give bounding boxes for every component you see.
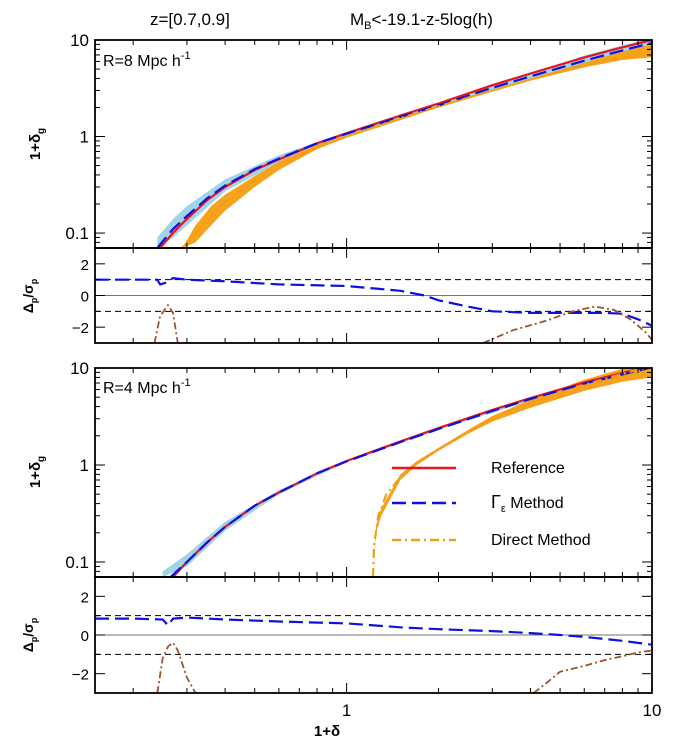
annotation-top-sup: -1 <box>181 50 191 62</box>
series-direct-line <box>181 49 652 248</box>
annotation-top: R=8 Mpc h-1 <box>103 50 191 70</box>
panel-top-residual: 2 0 −2 <box>72 247 653 344</box>
annotation-bottom-text: R=4 Mpc h <box>103 380 181 397</box>
annotation-bottom: R=4 Mpc h-1 <box>103 377 191 397</box>
series-direct-line <box>371 368 649 577</box>
legend-reference-label: Reference <box>491 460 565 477</box>
plot-area <box>95 615 652 693</box>
series-gamma-line <box>95 277 652 327</box>
x-tick-label: 10 <box>643 701 662 720</box>
res-top-delta-sub: p <box>29 297 39 303</box>
y-axis-label-bottom: 1+δg <box>27 456 47 488</box>
res-bottom-delta: Δ <box>20 642 36 652</box>
y-tick-label: 1 <box>80 456 89 475</box>
y-tick-label: −2 <box>72 667 89 684</box>
y-tick-label: 10 <box>70 359 89 378</box>
header-redshift: z=[0.7,0.9] <box>150 10 230 29</box>
y-tick-label: −2 <box>72 320 89 337</box>
y-tick-label: 10 <box>70 31 89 50</box>
annotation-top-text: R=8 Mpc h <box>103 53 181 70</box>
plot-area <box>162 368 652 577</box>
legend-gamma-symbol: Γ <box>491 492 501 512</box>
mag-sub: B <box>364 20 371 32</box>
series-reference-line <box>159 40 652 248</box>
y-axis-label-top: 1+δg <box>27 128 47 160</box>
legend: Reference Γε Method Direct Method <box>392 460 591 549</box>
band-direct-area <box>182 44 652 248</box>
panel-top: 0.1 1 10 <box>65 31 653 249</box>
res-top-delta: Δ <box>20 303 36 313</box>
mag-rest: <-19.1-z-5log(h) <box>372 10 493 29</box>
x-axis-label: 1+δ <box>314 723 340 740</box>
y-tick-label: 0.1 <box>65 553 89 572</box>
plot-area <box>156 40 652 248</box>
y-tick-label: 2 <box>81 257 89 274</box>
y-tick-label: 2 <box>81 589 89 606</box>
series-gamma-line <box>156 41 652 248</box>
y-label-bottom-main: 1+δ <box>27 462 44 488</box>
y-tick-label: 0 <box>81 628 89 645</box>
band-gamma-area <box>157 40 652 248</box>
series-direct-residual-line <box>482 305 652 343</box>
legend-direct-label: Direct Method <box>491 532 591 549</box>
plot-area <box>95 277 652 343</box>
band-direct-area <box>373 368 652 577</box>
y-tick-label: 0 <box>81 289 89 306</box>
legend-gamma-sub: ε <box>501 503 506 515</box>
legend-gamma-rest: Method <box>506 495 564 512</box>
y-label-top-sub: g <box>36 128 47 134</box>
res-top-sigma-sub: p <box>29 278 39 284</box>
y-label-top-main: 1+δ <box>27 134 44 160</box>
y-tick-label: 1 <box>80 128 89 147</box>
res-bottom-delta-sub: p <box>29 636 39 642</box>
series-direct-residual-line <box>156 641 197 693</box>
res-bottom-sigma-sub: p <box>29 617 39 623</box>
legend-gamma-label: Γε Method <box>491 492 564 515</box>
res-bottom-sigma: σ <box>20 623 36 633</box>
y-axis-label-top-residual: Δp/σp <box>20 278 39 313</box>
series-gamma-line <box>169 368 652 577</box>
series-direct-residual-line <box>533 649 652 693</box>
y-axis-label-bottom-residual: Δp/σp <box>20 617 39 652</box>
mag-prefix: M <box>350 10 364 29</box>
series-gamma-line <box>95 616 652 646</box>
header-magnitude-cut: MB<-19.1-z-5log(h) <box>350 10 493 32</box>
res-top-sigma: σ <box>20 284 36 294</box>
x-tick-label: 1 <box>342 701 351 720</box>
annotation-bottom-sup: -1 <box>181 377 191 389</box>
y-tick-label: 0.1 <box>65 224 89 243</box>
y-label-bottom-sub: g <box>36 456 47 462</box>
panel-bottom-residual: 2 0 −2 1 10 <box>72 576 662 720</box>
series-direct-residual-line <box>153 304 179 343</box>
